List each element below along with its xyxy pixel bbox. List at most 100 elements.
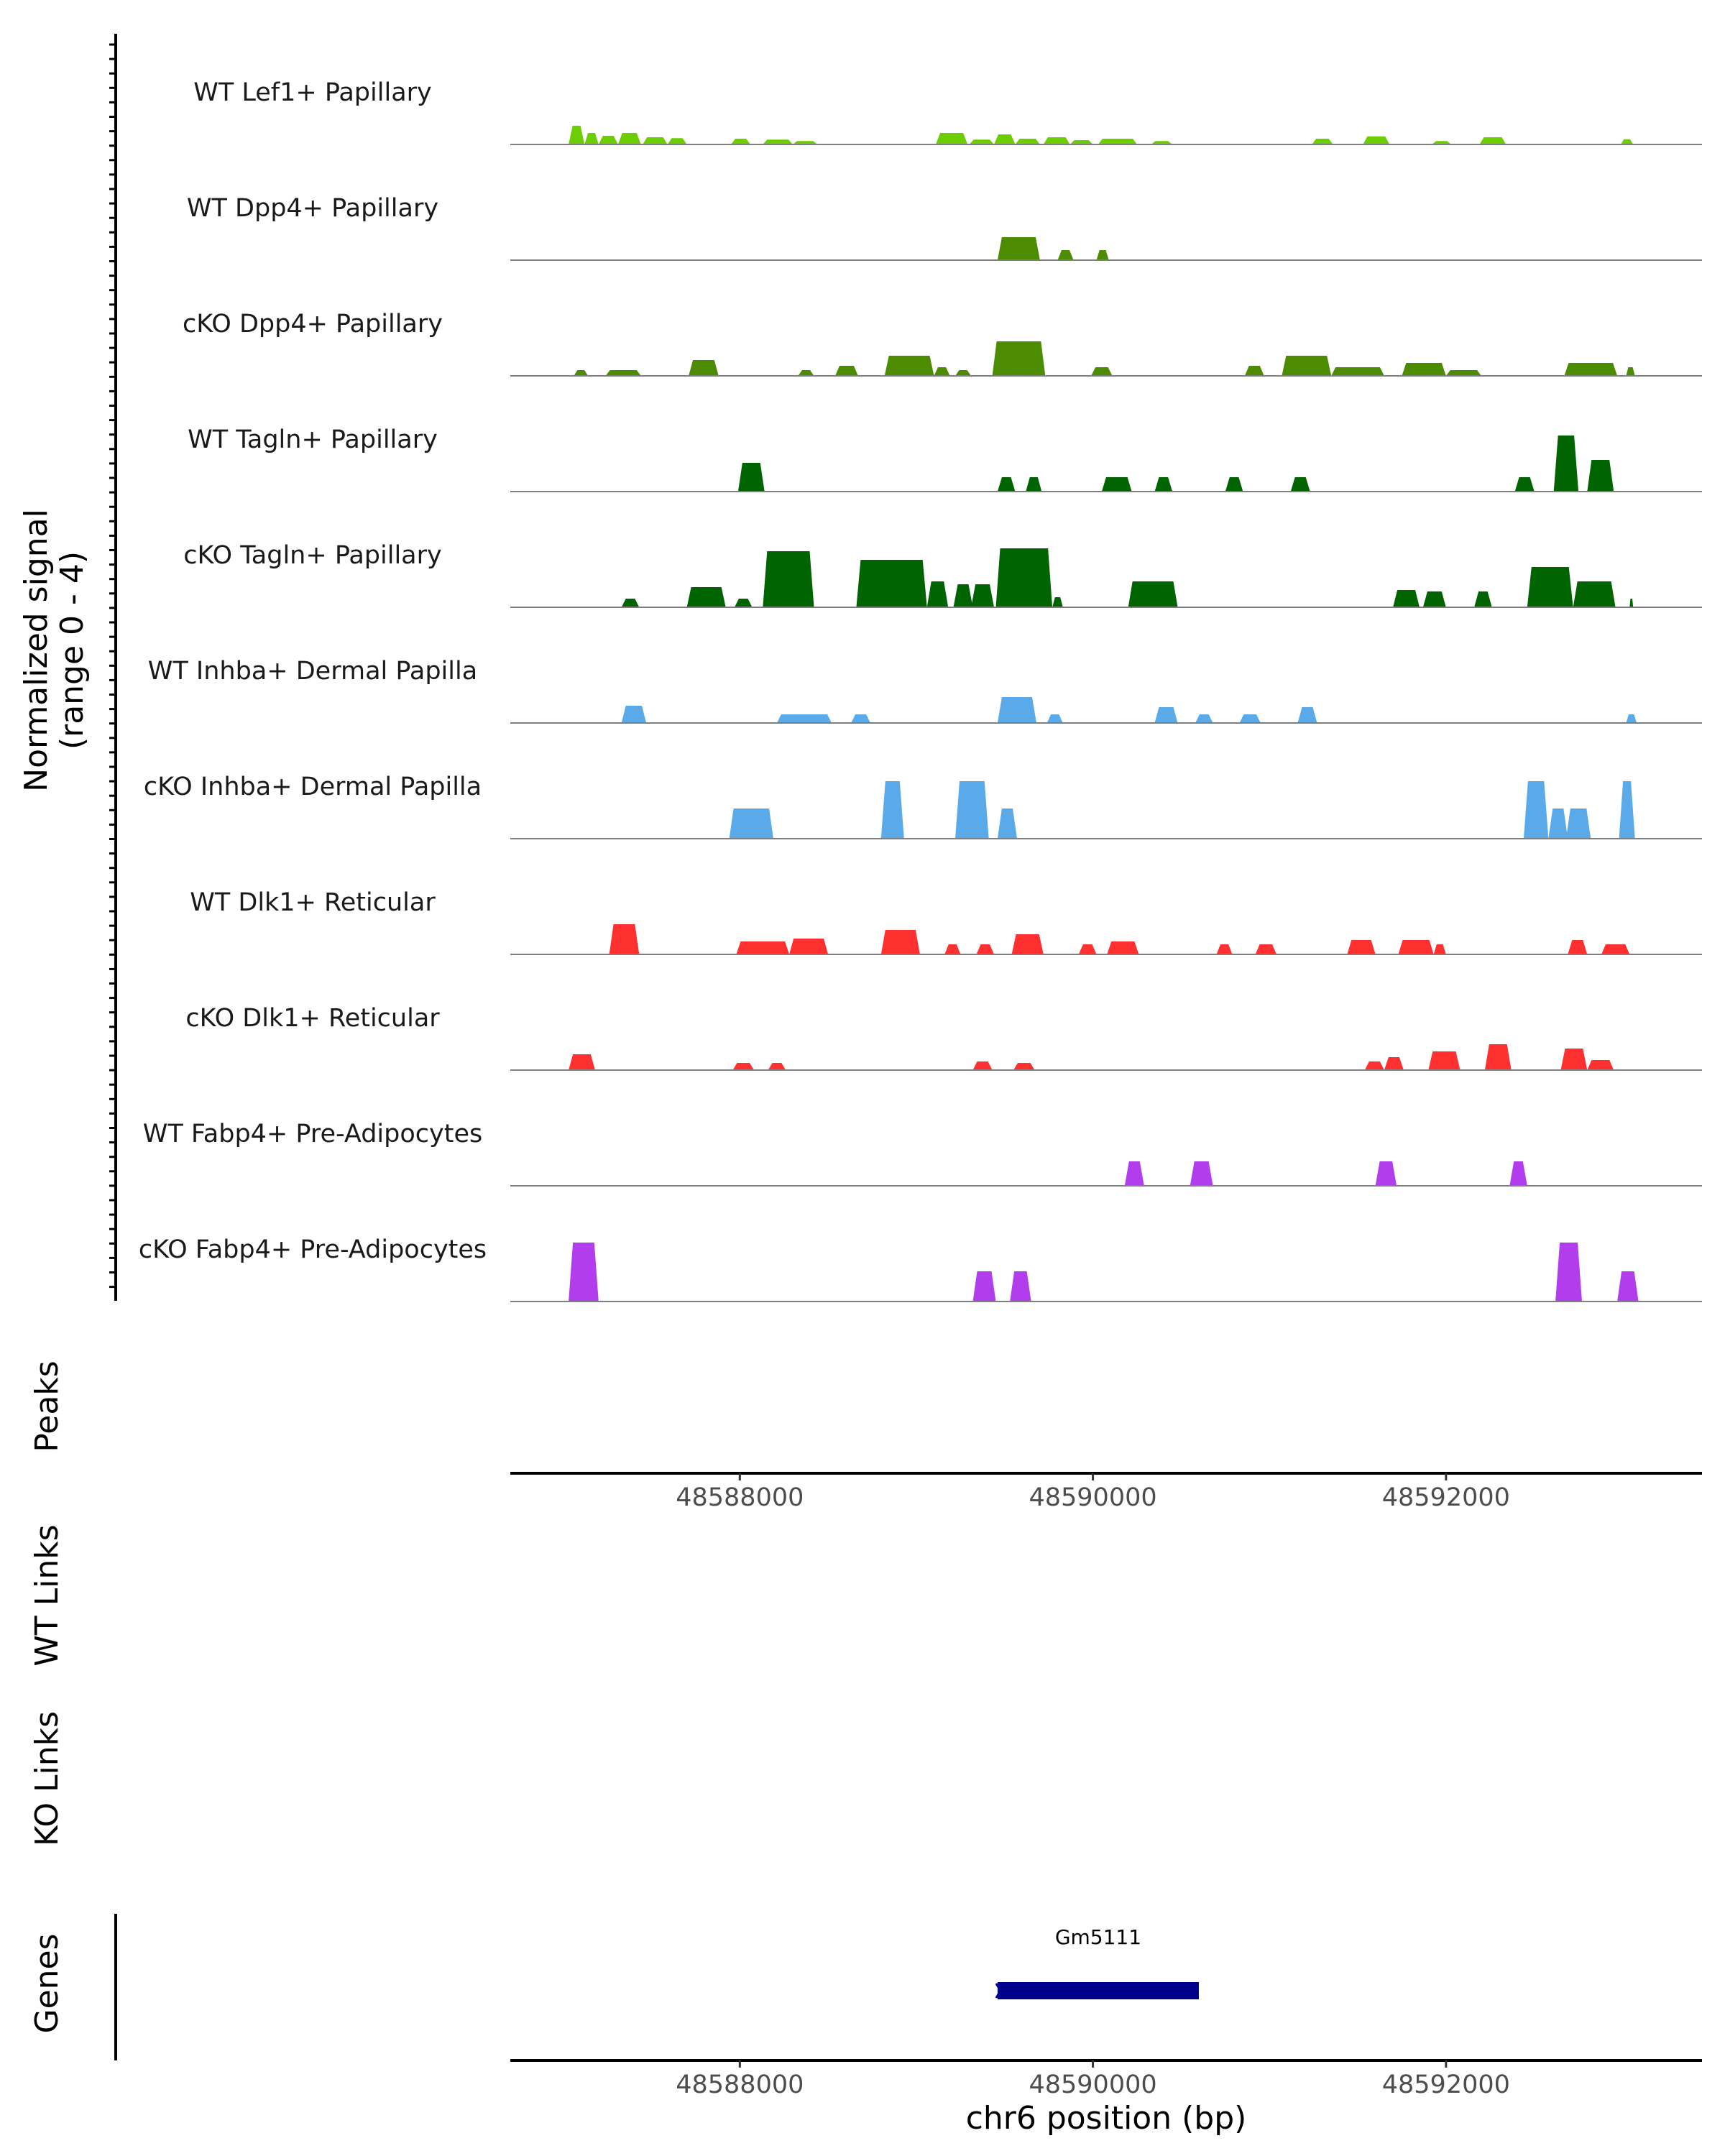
signal-peak [1617,1271,1639,1302]
signal-peak [1573,581,1616,607]
signal-peak [1629,599,1634,607]
signal-peak [1523,781,1549,839]
track-label: WT Tagln+ Papillary [188,425,438,454]
signal-peak [1564,363,1618,376]
signal-peak [667,138,687,144]
wt-links-track-label: WT Links [29,1524,65,1666]
signal-peak [1347,940,1376,954]
track-label: WT Dpp4+ Papillary [187,194,438,223]
signal-peak [1290,477,1310,492]
track-8: cKO Dlk1+ Reticular [185,1004,1702,1071]
signal-peak [997,237,1040,260]
x-axis-peaks: 48588000 48590000 48592000 [510,1472,1702,1512]
x-axis-title: chr6 position (bp) [966,2100,1247,2137]
strand-arrow [1126,1983,1133,1999]
signal-peak [1568,940,1588,954]
track-label: WT Lef1+ Papillary [193,78,432,107]
signal-peak [880,930,920,954]
signal-peak [1244,366,1264,376]
signal-peak [1015,139,1040,144]
strand-arrow [1156,1983,1163,1999]
signal-peak [1363,136,1390,144]
signal-peak [953,584,973,607]
track-9: WT Fabp4+ Pre-Adipocytes [143,1120,1702,1187]
signal-peak [569,1243,599,1302]
signal-peak [997,477,1016,492]
signal-peak [729,808,773,839]
signal-peak [969,139,994,144]
signal-peak [798,370,814,376]
signal-peak [936,133,968,144]
signal-peak [734,599,753,607]
signal-peak [1402,363,1446,376]
strand-arrow [1045,1983,1052,1999]
signal-peak [1445,370,1481,376]
signal-peak [1225,477,1243,492]
signal-peak [763,139,793,144]
signal-peak [972,1061,993,1070]
strand-arrow [995,1983,1002,1999]
signal-peak [643,137,668,144]
signal-peak [955,370,972,376]
signal-peak [1514,477,1535,492]
track-label: cKO Tagln+ Papillary [183,541,442,570]
y-axis-title-line1: Normalized signal [18,509,55,792]
signal-peak [944,944,961,954]
signal-peak [1151,141,1173,144]
signal-peak [880,781,904,839]
signal-peak [1509,1161,1527,1186]
x-axis-genes: 48588000 48590000 48592000 [510,2059,1702,2099]
strand-arrow [1166,1983,1173,1999]
signal-peak [574,370,589,376]
signal-peak [1297,707,1317,723]
x-tick-label: 48592000 [1382,2070,1510,2099]
track-label: cKO Dpp4+ Papillary [183,310,443,338]
signal-peak [1057,250,1074,260]
signal-peak [1078,944,1097,954]
signal-peak [763,551,814,607]
signal-peak [994,134,1016,144]
strand-arrow [1136,1983,1143,1999]
x-tick-label: 48592000 [1382,1483,1510,1512]
signal-peak [1553,436,1579,492]
gene-label: Gm5111 [1055,1925,1141,1949]
signal-peak [1384,1057,1404,1070]
signal-peak [1312,139,1333,144]
signal-peak [976,944,994,954]
signal-peak [1046,714,1063,723]
gene-annotations: Gm5111 [995,1925,1199,1999]
signal-peak [793,141,818,144]
track-label: WT Fabp4+ Pre-Adipocytes [143,1120,482,1148]
signal-peak [1484,1044,1512,1070]
strand-arrow [1105,1983,1113,1999]
strand-arrow [1186,1983,1193,1999]
track-3: WT Tagln+ Papillary [188,425,1702,492]
signal-peak [1255,944,1276,954]
track-2: cKO Dpp4+ Papillary [183,310,1702,377]
signal-peak [1043,137,1070,144]
track-label: WT Inhba+ Dermal Papilla [148,657,477,686]
signal-peak [1010,1271,1031,1302]
signal-peak [1619,781,1635,839]
signal-peak [776,714,832,723]
signal-peak [1527,567,1573,607]
signal-peak [1428,1051,1460,1070]
signal-peak [1101,477,1132,492]
signal-peak [1190,1161,1213,1186]
signal-peak [732,1063,754,1070]
signal-peak [1626,714,1637,723]
signal-peak [1433,944,1446,954]
signal-peak [584,133,599,144]
signal-peak [1621,139,1634,144]
track-label: cKO Fabp4+ Pre-Adipocytes [139,1235,487,1264]
signal-peak [689,360,719,376]
coverage-tracks: WT Lef1+ Papillary WT Dpp4+ Papillary cKO … [139,78,1702,1302]
signal-peak [1091,367,1113,376]
strand-arrow [1085,1983,1092,1999]
genes-track-label: Genes [29,1933,65,2033]
track-7: WT Dlk1+ Reticular [190,888,1702,955]
signal-peak [1626,367,1635,376]
track-label: cKO Dlk1+ Reticular [185,1004,440,1033]
signal-peak [1124,1161,1144,1186]
strand-arrow [1005,1983,1012,1999]
